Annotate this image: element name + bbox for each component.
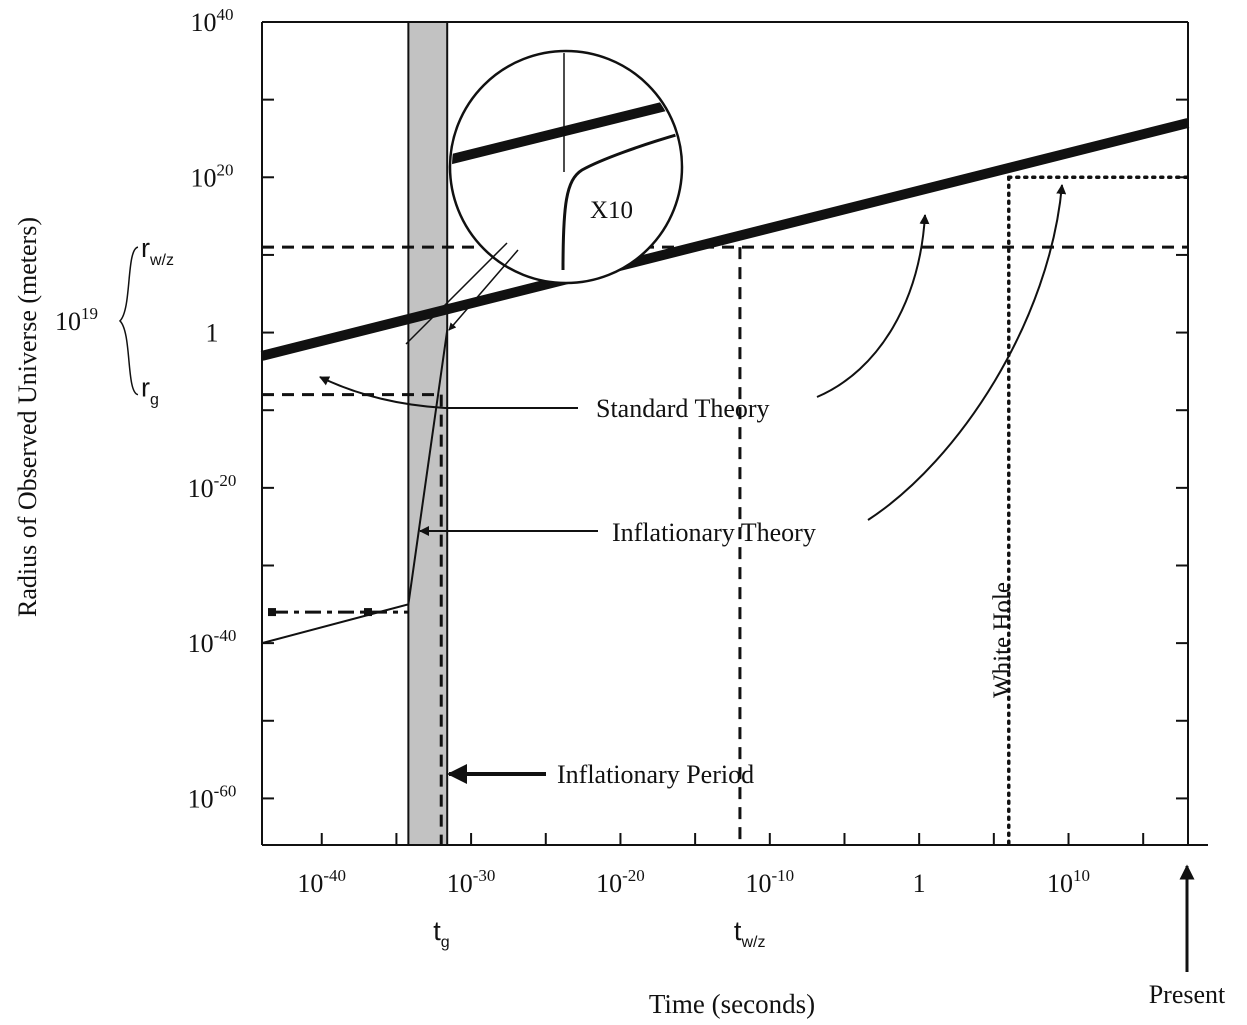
annotations-layer xyxy=(118,49,1195,972)
x-tick-label-exponent: -10 xyxy=(771,866,794,885)
inset-content xyxy=(452,53,680,271)
inset-magnification-label: X10 xyxy=(590,197,633,224)
y-tick-label: 1040 xyxy=(191,5,234,37)
y-tick-label: 10-60 xyxy=(188,781,237,813)
x-tick-label: 10-20 xyxy=(596,866,645,898)
inset-inflationary-curve xyxy=(561,129,680,271)
y-tick-label-exponent: -40 xyxy=(214,626,237,645)
r-wz-label: rw/z xyxy=(141,233,174,269)
y-axis-label: Radius of Observed Universe (meters) xyxy=(13,217,42,617)
x-tick-label: 1 xyxy=(913,869,926,898)
axes-layer xyxy=(261,21,1208,846)
y-tick-label-base: 10 xyxy=(191,8,217,37)
x-axis-label: Time (seconds) xyxy=(649,989,815,1019)
inset-circle xyxy=(448,49,684,285)
zoom-pointer-arrow xyxy=(448,249,519,331)
y-tick-label-exponent: 20 xyxy=(217,160,234,179)
x-tick-label-exponent: 10 xyxy=(1073,866,1090,885)
t-g-label-base: t xyxy=(433,916,441,946)
x-tick-label-base: 10 xyxy=(297,869,323,898)
x-tick-label: 1010 xyxy=(1047,866,1090,898)
t-wz-label-base: t xyxy=(734,916,742,946)
t-wz-label-subscript: w/z xyxy=(740,934,765,951)
x-tick-label: 10-10 xyxy=(745,866,794,898)
standard-theory-arrow-left xyxy=(319,376,578,409)
white-hole-label: White Hole xyxy=(989,582,1016,698)
y-tick-label-base: 10 xyxy=(188,474,214,503)
present-label: Present xyxy=(1149,980,1226,1009)
y-tick-label-base: 10 xyxy=(191,163,217,192)
t-g-label-subscript: g xyxy=(441,934,450,951)
y-tick-label: 10-40 xyxy=(188,626,237,658)
r-wz-label-base: r xyxy=(141,233,150,263)
y-tick-label: 1 xyxy=(206,319,219,348)
inflationary-period-band xyxy=(407,21,449,846)
seed-marker xyxy=(364,608,372,617)
seed-marker xyxy=(268,608,276,617)
x-tick-label-base: 1 xyxy=(913,869,926,898)
y-tick-label: 10-20 xyxy=(188,471,237,503)
y-tick-label-exponent: -60 xyxy=(214,781,237,800)
r-g-label-subscript: g xyxy=(150,392,159,409)
x-tick-label: 10-30 xyxy=(447,866,496,898)
inflationary-theory-label: Inflationary Theory xyxy=(612,518,816,547)
y-tick-label: 1020 xyxy=(191,160,234,192)
t-wz-label: tw/z xyxy=(734,916,766,951)
series-layer xyxy=(260,118,1190,645)
y-tick-label-base: 1 xyxy=(206,319,219,348)
span-label-base: 10 xyxy=(55,307,81,336)
standard-theory-line xyxy=(260,118,1190,361)
r-g-label: rg xyxy=(141,373,159,409)
x-tick-label-exponent: -30 xyxy=(473,866,496,885)
r-g-label-base: r xyxy=(141,373,150,403)
x-tick-label: 10-40 xyxy=(297,866,346,898)
span-label: 1019 xyxy=(55,304,98,336)
y-tick-label-base: 10 xyxy=(188,629,214,658)
y-tick-label-exponent: -20 xyxy=(214,471,237,490)
t-g-label: tg xyxy=(433,916,449,951)
inflationary-period-label: Inflationary Period xyxy=(557,760,754,789)
y-tick-label-exponent: 40 xyxy=(217,5,234,24)
span-brace xyxy=(118,246,139,396)
inset-standard-line xyxy=(452,95,680,167)
standard-theory-label: Standard Theory xyxy=(596,394,770,423)
inflationary-theory-line xyxy=(261,330,449,645)
span-label-exponent: 19 xyxy=(81,304,98,323)
x-tick-label-base: 10 xyxy=(596,869,622,898)
r-wz-label-subscript: w/z xyxy=(149,252,174,269)
x-tick-label-base: 10 xyxy=(1047,869,1073,898)
standard-theory-arrow-right xyxy=(816,214,930,398)
y-tick-label-base: 10 xyxy=(188,784,214,813)
x-tick-label-base: 10 xyxy=(447,869,473,898)
inflationary-theory-arrow-right xyxy=(867,184,1067,521)
zoom-pointer-line xyxy=(405,242,508,345)
guide-lines-layer xyxy=(262,175,1190,847)
x-tick-label-exponent: -20 xyxy=(622,866,645,885)
x-tick-label-base: 10 xyxy=(745,869,771,898)
fills-layer xyxy=(407,21,449,846)
x-tick-label-exponent: -40 xyxy=(323,866,346,885)
